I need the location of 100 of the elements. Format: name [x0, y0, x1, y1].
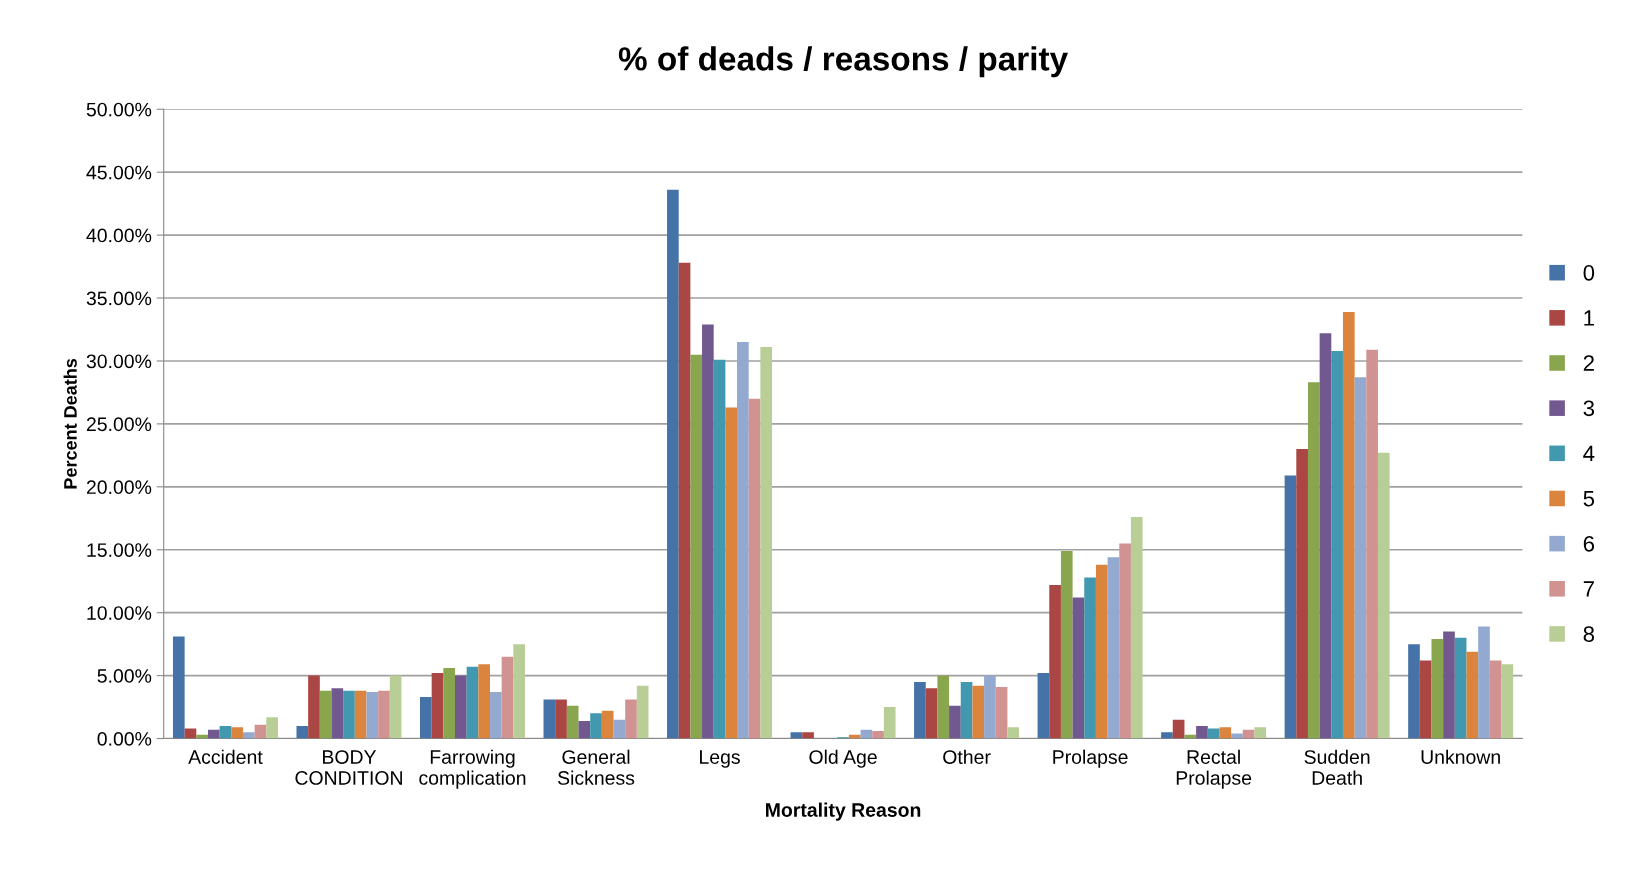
bar	[1454, 637, 1467, 739]
bar	[1060, 551, 1073, 739]
x-tick-label: Accident	[188, 749, 263, 764]
bar	[748, 398, 761, 739]
bar	[543, 699, 556, 739]
bar	[1331, 350, 1343, 739]
y-tick-label: 0.00%	[97, 732, 152, 746]
bar	[713, 359, 726, 739]
bar	[578, 720, 591, 739]
bar	[678, 262, 691, 739]
bar	[737, 342, 749, 739]
bar	[1478, 626, 1490, 739]
y-tick-label: 35.00%	[86, 291, 152, 306]
legend-label: 2	[1583, 355, 1594, 371]
legend-label: 6	[1583, 535, 1595, 552]
legend-label: 1	[1584, 310, 1594, 326]
bar	[1161, 732, 1173, 739]
x-tick-label: Prolapse	[1053, 749, 1128, 768]
bar	[378, 690, 390, 739]
bar	[1037, 673, 1050, 739]
bar	[1219, 727, 1232, 739]
legend-label: 5	[1583, 490, 1595, 507]
bar	[790, 732, 803, 739]
y-tick-label: 40.00%	[86, 228, 152, 243]
bar	[590, 713, 602, 739]
bar	[501, 656, 514, 739]
bar	[478, 664, 490, 739]
bar	[1377, 452, 1390, 739]
bar	[231, 727, 243, 739]
bar	[389, 675, 402, 739]
y-tick-label: 5.00%	[97, 669, 152, 683]
bar	[1354, 377, 1367, 739]
bar	[613, 719, 626, 739]
bar	[760, 347, 773, 739]
bar	[490, 691, 502, 739]
bar	[1296, 449, 1308, 739]
bar	[1072, 597, 1085, 739]
bar	[972, 685, 985, 739]
x-tick-label: Rectal Prolapse	[1176, 749, 1252, 789]
bar	[1443, 631, 1455, 739]
bar	[1130, 517, 1143, 739]
bar	[1466, 651, 1479, 739]
y-tick-label: 30.00%	[86, 354, 152, 369]
bar	[995, 686, 1008, 739]
bar	[984, 675, 996, 739]
x-tick-label: Unknown	[1421, 749, 1500, 764]
chart-title: % of deads / reasons / parity	[618, 46, 1068, 78]
bar	[1007, 727, 1020, 739]
y-axis-title: Percent Deaths	[63, 358, 77, 489]
bar	[601, 710, 614, 739]
bar	[513, 644, 525, 739]
bar	[702, 324, 714, 739]
bar	[555, 699, 567, 739]
bar	[1366, 349, 1378, 739]
legend-label: 4	[1583, 445, 1595, 462]
bar	[366, 691, 379, 739]
y-tick-label: 15.00%	[87, 543, 152, 557]
y-tick-label: 50.00%	[86, 102, 152, 117]
bar	[1342, 311, 1355, 739]
x-tick-label: Old Age	[809, 749, 877, 768]
bar	[172, 636, 185, 739]
bar	[455, 675, 467, 739]
bar	[443, 668, 455, 739]
bar	[1284, 475, 1297, 739]
legend-label: 7	[1583, 581, 1594, 597]
bar	[1049, 584, 1061, 739]
bar	[354, 690, 367, 739]
bar	[184, 728, 197, 739]
bar	[296, 725, 309, 739]
bar	[667, 189, 679, 739]
bar	[949, 705, 961, 739]
bar	[802, 732, 814, 739]
bar	[1207, 728, 1220, 739]
bar	[242, 732, 255, 739]
bar	[872, 730, 884, 739]
x-tick-label: Other	[943, 749, 991, 764]
bar	[219, 725, 232, 739]
bar	[466, 666, 479, 739]
bar	[1107, 557, 1120, 739]
x-axis-title: Mortality Reason	[766, 802, 921, 821]
legend-label: 3	[1583, 400, 1595, 417]
x-tick-label: Farrowing complication	[419, 749, 526, 789]
bar	[1231, 733, 1243, 739]
y-tick-label: 45.00%	[86, 165, 152, 180]
bar	[636, 685, 649, 739]
x-tick-label: Sudden Death	[1304, 749, 1370, 785]
bar	[937, 675, 950, 739]
x-tick-label: Legs	[700, 750, 740, 768]
bar	[1408, 644, 1420, 739]
bar	[566, 705, 579, 739]
bar	[266, 717, 278, 739]
bar	[1501, 664, 1514, 739]
bar	[308, 675, 320, 739]
y-tick-label: 20.00%	[86, 480, 152, 495]
bar	[883, 707, 896, 739]
bar	[1307, 382, 1320, 739]
bar	[319, 690, 332, 739]
bar	[1095, 564, 1108, 739]
y-tick-label: 25.00%	[86, 417, 152, 432]
bar	[1431, 639, 1444, 739]
